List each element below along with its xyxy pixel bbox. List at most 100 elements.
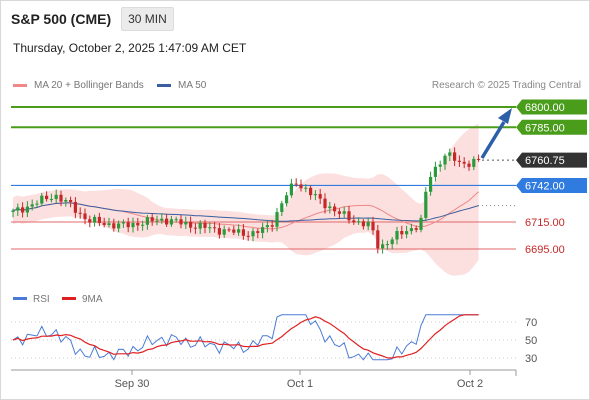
candle-body — [174, 219, 178, 221]
candle-body — [117, 223, 121, 229]
candle-body — [342, 211, 346, 214]
price-tag-label: 6695.00 — [525, 244, 565, 256]
candle-body — [232, 229, 236, 233]
candle-body — [333, 206, 337, 212]
price-tag-label: 6715.00 — [525, 217, 565, 229]
candle-body — [448, 152, 452, 156]
candle-body — [227, 229, 231, 231]
interval-selector[interactable]: 30 MIN — [121, 7, 174, 31]
candle-body — [88, 219, 92, 223]
candle-body — [16, 207, 20, 211]
candle-body — [256, 231, 260, 233]
candle-body — [193, 227, 197, 229]
candle-body — [179, 219, 183, 225]
bollinger-band-area — [13, 123, 479, 276]
candle-body — [419, 217, 423, 230]
rsi-ma-line — [12, 314, 479, 359]
candle-body — [395, 231, 399, 240]
candle-body — [83, 213, 87, 220]
candle-body — [366, 221, 370, 227]
candle-body — [11, 210, 15, 212]
candle-body — [424, 191, 428, 218]
candle-body — [453, 152, 457, 161]
candle-body — [275, 212, 279, 227]
ma50-line — [12, 202, 479, 222]
candle-body — [357, 221, 361, 223]
candle-body — [289, 183, 293, 196]
candle-body — [136, 223, 140, 226]
candle-body — [409, 228, 413, 232]
price-tag-label: 6785.00 — [525, 122, 565, 134]
candle-body — [390, 239, 394, 245]
x-tick-label-1: Oct 1 — [287, 378, 313, 390]
candle-body — [304, 187, 308, 189]
candle-body — [405, 231, 409, 235]
price-tag-label: 6760.75 — [525, 155, 565, 167]
credit-text: Research © 2025 Trading Central — [431, 80, 581, 91]
candle-body — [414, 228, 418, 230]
candle-body — [472, 158, 476, 167]
instrument-title: S&P 500 (CME) — [11, 11, 112, 27]
rsi-legend-label: RSI — [33, 294, 50, 305]
candle-body — [217, 228, 221, 235]
legend-bollinger-label: MA 20 + Bollinger Bands — [34, 80, 144, 91]
candle-body — [69, 200, 73, 202]
legend-ma50: MA 50 — [157, 80, 206, 91]
ma50-swatch — [157, 84, 171, 87]
candle-body — [45, 195, 49, 200]
candle-body — [112, 223, 116, 229]
rsi-tick-70: 70 — [525, 317, 537, 329]
candle-body — [131, 223, 135, 228]
candle-body — [381, 244, 385, 249]
candle-body — [438, 164, 442, 167]
legend-ma50-label: MA 50 — [178, 80, 207, 91]
legend-bollinger: MA 20 + Bollinger Bands — [13, 80, 144, 91]
candle-body — [35, 203, 39, 205]
rsi-legend-swatch — [13, 297, 27, 300]
candle-body — [241, 229, 245, 236]
candle-body — [160, 218, 164, 221]
timestamp: Thursday, October 2, 2025 1:47:09 AM CET — [13, 41, 247, 55]
rsi-ma-legend-swatch — [62, 297, 76, 300]
candle-body — [64, 200, 68, 202]
x-tick-label-2: Oct 2 — [457, 378, 483, 390]
candle-body — [93, 216, 97, 223]
candle-body — [457, 160, 461, 162]
candle-body — [198, 222, 202, 229]
candle-body — [150, 217, 154, 222]
candle-body — [54, 194, 58, 200]
candle-body — [155, 220, 159, 222]
candle-body — [59, 194, 63, 202]
candle-body — [213, 227, 217, 229]
candle-body — [141, 224, 145, 226]
candle-body — [347, 211, 351, 221]
candle-body — [40, 195, 44, 204]
candle-body — [261, 227, 265, 233]
candle-body — [323, 198, 327, 209]
candle-body — [285, 195, 289, 204]
candle-body — [203, 222, 207, 228]
rsi-ma-legend-label: 9MA — [82, 294, 103, 305]
price-tag-6695.00: 6695.00 — [525, 244, 565, 256]
bollinger-swatch — [13, 84, 27, 87]
forecast-arrow-shaft — [480, 121, 506, 159]
candle-body — [477, 158, 481, 160]
candle-body — [337, 211, 341, 214]
candle-body — [184, 221, 188, 225]
price-tag-bg — [516, 177, 587, 193]
candle-body — [352, 220, 356, 223]
candle-body — [467, 163, 471, 167]
price-tag-bg — [516, 152, 587, 168]
candle-body — [25, 206, 29, 213]
header: S&P 500 (CME) 30 MIN — [0, 6, 174, 32]
candle-body — [462, 161, 466, 164]
candle-body — [21, 207, 25, 213]
candle-body — [126, 222, 130, 228]
candle-body — [49, 199, 53, 201]
candle-body — [376, 230, 380, 249]
candle-body — [294, 183, 298, 185]
candle-body — [121, 222, 125, 224]
candle-body — [265, 225, 269, 228]
candle-body — [433, 166, 437, 177]
price-tag-label: 6742.00 — [525, 180, 565, 192]
